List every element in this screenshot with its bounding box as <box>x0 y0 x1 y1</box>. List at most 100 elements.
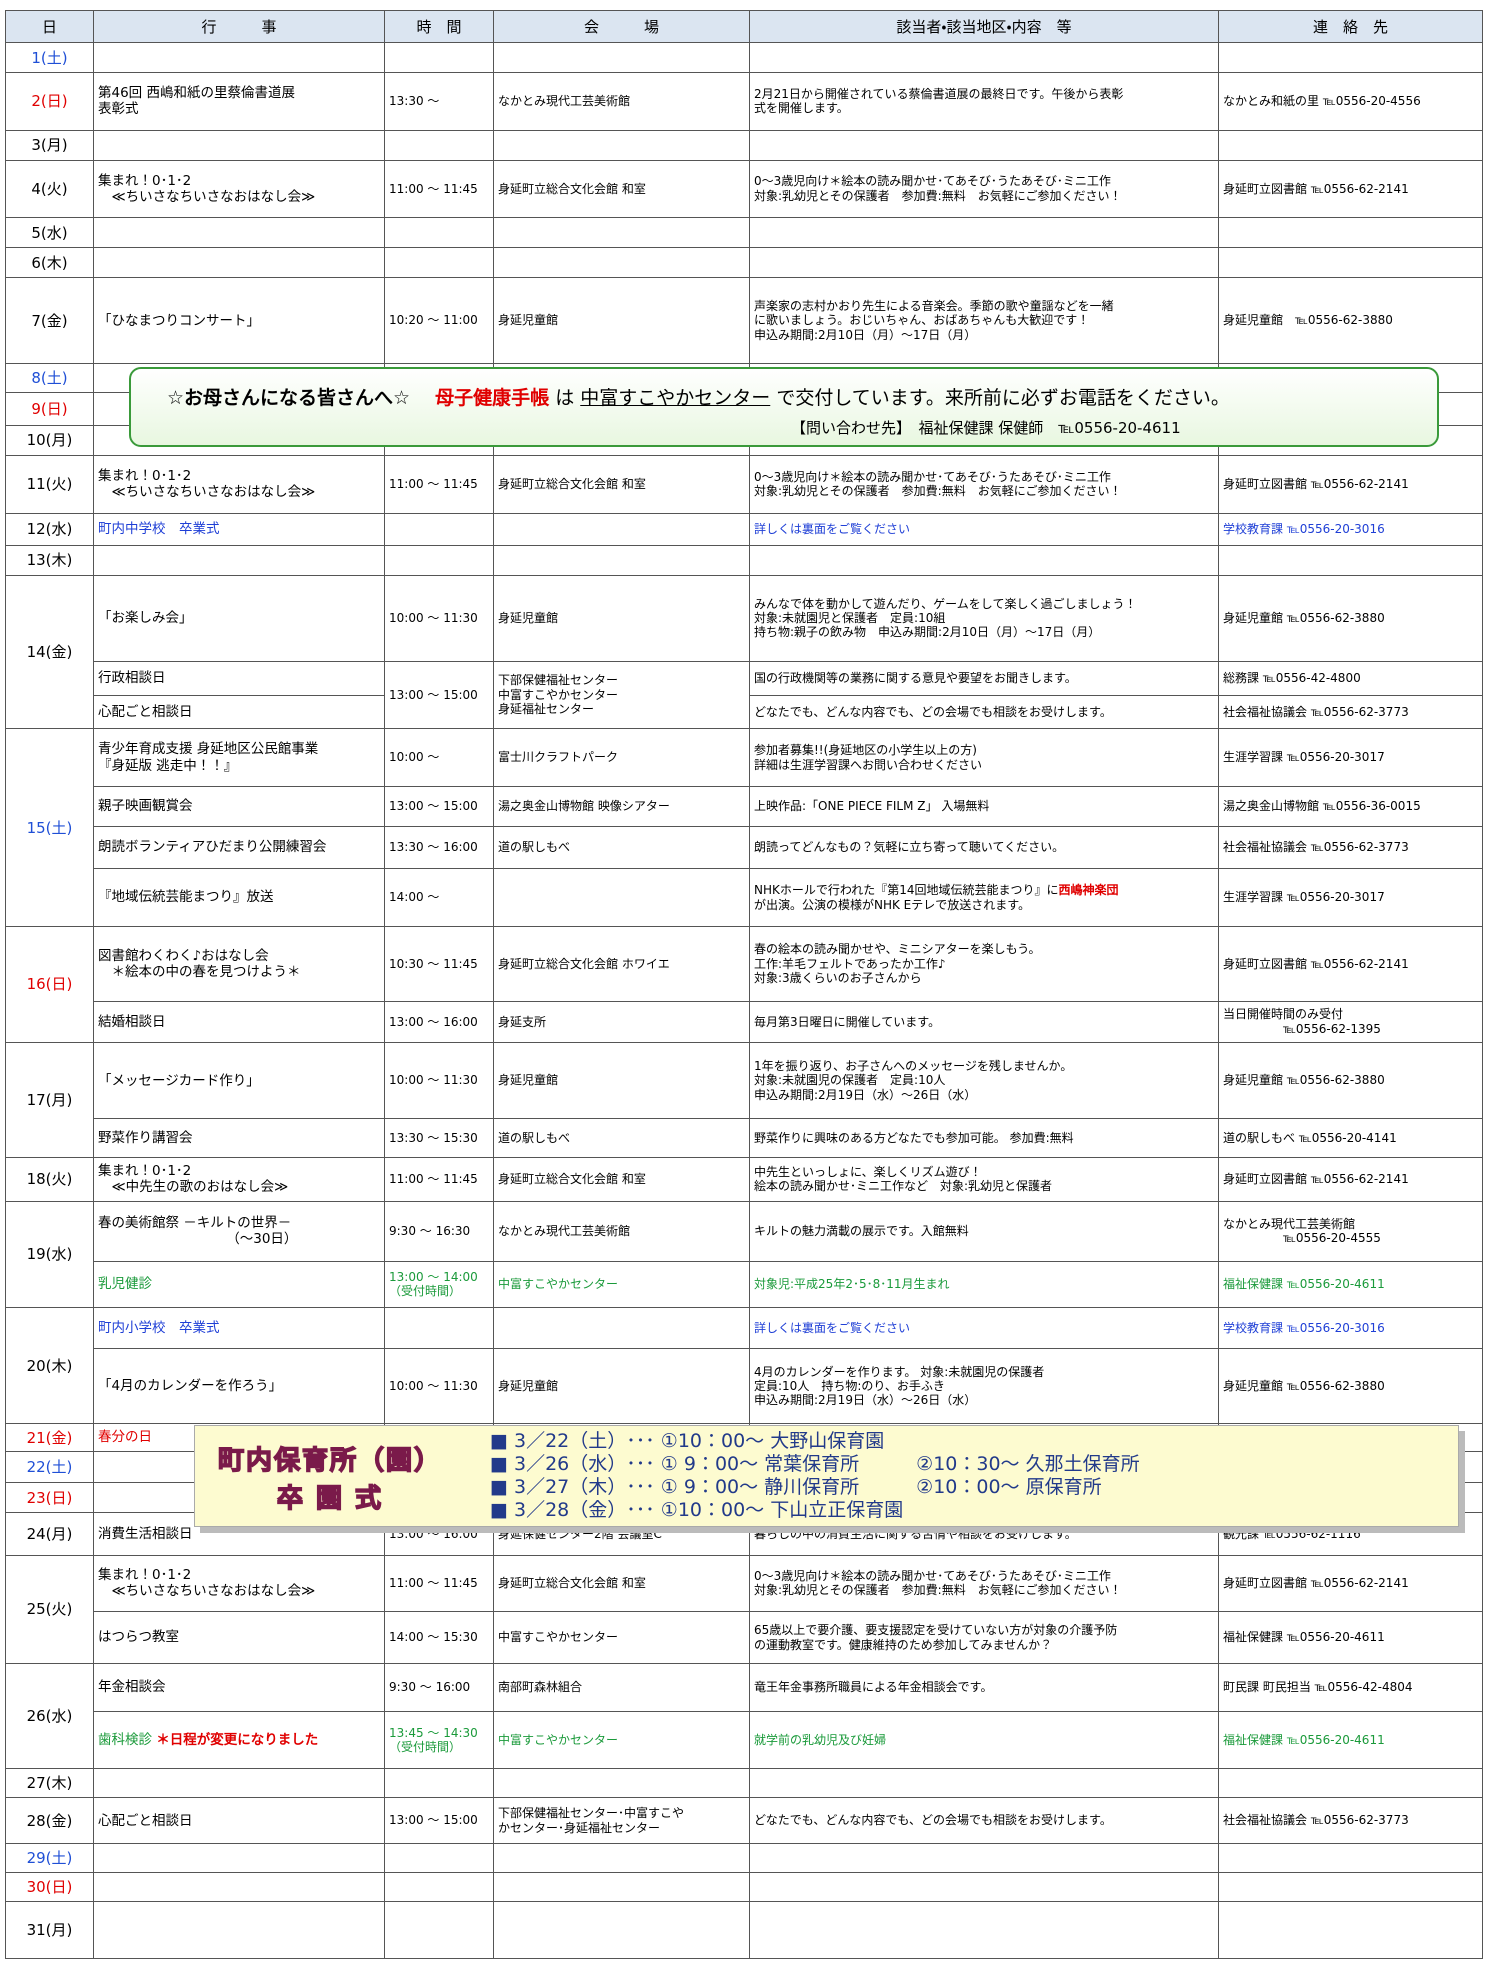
day-label: 15(土) <box>5 728 94 927</box>
day-label: 1(土) <box>5 42 94 73</box>
day-label: 16(日) <box>5 925 94 1044</box>
table-body: 1(土) 2(日) 第46回 西嶋和紙の里蔡倫書道展 表彰式 13:30 ～なかとみ現… <box>5 42 1483 1960</box>
table-row: 20(木) 町内小学校 卒業式 詳しくは裏面をご覧ください 学校教育課 ℡0556-2… <box>5 1306 1483 1425</box>
details: 就学前の乳幼児及び妊婦 <box>749 1710 1219 1770</box>
table-row: 心配ごと相談日 どなたでも、どんな内容でも、どの会場でも相談をお受けします。 社会福… <box>6 694 1483 730</box>
details: 0～3歳児向け＊絵本の読み聞かせ･てあそび･うたあそび･ミニ工作 対象:乳幼児と… <box>749 159 1219 218</box>
notice-line: ☆お母さんになる皆さんへ☆ 母子健康手帳 は 中富すこやかセンター で交付してい… <box>167 383 1230 410</box>
venue: 下部保健福祉センター 中富すこやかセンター 身延福祉センター <box>493 660 750 730</box>
empty-cell <box>1218 42 1483 73</box>
event: 集まれ！0･1･2 ≪ちいさなちいさなおはなし会≫ <box>93 454 385 515</box>
empty-cell <box>749 247 1219 278</box>
time: 9:30 ～ 16:00 <box>384 1663 494 1712</box>
column-header: 行 事 <box>93 10 385 43</box>
day-label: 8(土) <box>5 363 94 393</box>
venue: なかとみ現代工芸美術館 <box>493 1200 750 1262</box>
empty-cell <box>749 1872 1219 1902</box>
contact: 当日開催時間のみ受付 ℡0556-62-1395 <box>1218 1000 1483 1044</box>
event: 町内小学校 卒業式 <box>93 1306 385 1350</box>
time: 13:30 ～ 16:00 <box>384 825 494 870</box>
contact: 身延町立図書館 ℡0556-62-2141 <box>1218 1157 1483 1202</box>
event: はつらつ教室 <box>93 1610 385 1665</box>
day-label: 17(月) <box>5 1042 94 1158</box>
day-label: 14(金) <box>5 574 94 730</box>
column-header: 時 間 <box>384 10 494 43</box>
table-row: 17(月) 「メッセージカード作り」 10:00 ～ 11:30 身延児童館 1年を振り… <box>5 1041 1483 1158</box>
contact: 社会福祉協議会 ℡0556-62-3773 <box>1218 1796 1483 1845</box>
details: 朗読ってどんなもの？気軽に立ち寄って聴いてください。 <box>749 825 1219 870</box>
contact: 湯之奥金山博物館 ℡0556-36-0015 <box>1218 785 1483 827</box>
contact: 身延町立図書館 ℡0556-62-2141 <box>1218 159 1483 218</box>
venue: 南部町森林組合 <box>493 1663 750 1712</box>
details: 65歳以上で要介護、要支援認定を受けていない方が対象の介護予防 の運動教室です。… <box>749 1610 1219 1665</box>
contact: なかとみ現代工芸美術館 ℡0556-20-4555 <box>1218 1200 1483 1262</box>
table-row: 29(土) <box>5 1843 1483 1873</box>
contact: なかとみ和紙の里 ℡0556-20-4556 <box>1218 72 1483 131</box>
event: 心配ごと相談日 <box>93 694 385 730</box>
time: 10:00 ～ 11:30 <box>384 1348 494 1425</box>
day-label: 13(木) <box>5 544 94 576</box>
graduation-subtitle: 卒 園 式 <box>276 1483 384 1515</box>
details-part: 西嶋神楽団 <box>1058 883 1119 898</box>
table-row: 30(日) <box>5 1872 1483 1902</box>
table-row: 11(火) 集まれ！0･1･2 ≪ちいさなちいさなおはなし会≫ 11:00 ～ 11… <box>5 454 1483 515</box>
details: 参加者募集!!(身延地区の小学生以上の方) 詳細は生涯学習課へお問い合わせくださ… <box>749 728 1219 787</box>
empty-cell <box>493 1768 750 1798</box>
table-row: 親子映画観賞会 13:00 ～ 15:00 湯之奥金山博物館 映像シアター 上映作品:… <box>6 785 1483 827</box>
venue: 身延児童館 <box>493 1348 750 1425</box>
venue: 身延児童館 <box>493 1041 750 1120</box>
day-label: 30(日) <box>5 1872 94 1902</box>
venue: 身延町立総合文化会館 和室 <box>493 1554 750 1612</box>
empty-cell <box>93 1768 385 1798</box>
empty-cell <box>749 129 1219 161</box>
venue: 身延児童館 <box>493 574 750 662</box>
empty-cell <box>493 129 750 161</box>
graduation-line: ■ 3／22（土）･･･ ①10：00～ 大野山保育園 <box>490 1430 885 1452</box>
graduation-line: ■ 3／28（金）･･･ ①10：00～ 下山立正保育園 <box>490 1499 904 1521</box>
time: 13:00 ～ 16:00 <box>384 1000 494 1044</box>
event: 集まれ！0･1･2 ≪ちいさなちいさなおはなし会≫ <box>93 1554 385 1612</box>
empty-cell <box>93 217 385 248</box>
contact: 身延児童館 ℡0556-62-3880 <box>1218 276 1483 365</box>
event: 「お楽しみ会」 <box>93 574 385 662</box>
venue: 身延町立総合文化会館 和室 <box>493 1157 750 1202</box>
empty-cell <box>93 42 385 73</box>
table-row: 5(水) <box>5 217 1483 248</box>
day-label: 23(日) <box>5 1482 94 1513</box>
table-row: 14(金) 「お楽しみ会」 10:00 ～ 11:30 身延児童館 みんなで体を動かして… <box>5 574 1483 730</box>
empty-cell <box>384 1900 494 1960</box>
time: 11:00 ～ 11:45 <box>384 1554 494 1612</box>
event: 春の美術館祭 －キルトの世界－ （～30日） <box>93 1200 385 1262</box>
day-label: 12(水) <box>5 513 94 546</box>
empty-cell <box>1218 1768 1483 1798</box>
contact: 社会福祉協議会 ℡0556-62-3773 <box>1218 694 1483 730</box>
empty-cell <box>1218 1843 1483 1873</box>
event: 結婚相談日 <box>93 1000 385 1044</box>
empty-cell <box>384 42 494 73</box>
graduation-line: ■ 3／26（水）･･･ ① 9：00～ 常葉保育所 ②10：30～ 久那土保育… <box>490 1453 1140 1475</box>
event: 年金相談会 <box>93 1663 385 1712</box>
day-label: 18(火) <box>5 1157 94 1202</box>
details: キルトの魅力満載の展示です。入館無料 <box>749 1200 1219 1262</box>
details: 上映作品:「ONE PIECE FILM Z」 入場無料 <box>749 785 1219 827</box>
time: 10:00 ～ 11:30 <box>384 1041 494 1120</box>
empty-cell <box>749 1843 1219 1873</box>
table-row: 25(火) 集まれ！0･1･2 ≪ちいさなちいさなおはなし会≫ 11:00 ～ 11… <box>5 1554 1483 1665</box>
day-label: 2(日) <box>5 72 94 131</box>
table-row: 31(月) <box>5 1900 1483 1960</box>
table-row: 13(木) <box>5 544 1483 576</box>
event: 第46回 西嶋和紙の里蔡倫書道展 表彰式 <box>93 72 385 131</box>
contact: 学校教育課 ℡0556-20-3016 <box>1218 1306 1483 1350</box>
empty-cell <box>93 247 385 278</box>
time: 10:00 ～ <box>384 728 494 787</box>
time: 13:00 ～ 15:00 <box>384 785 494 827</box>
venue: 身延町立総合文化会館 ホワイエ <box>493 925 750 1002</box>
column-header: 該当者・該当地区・内容 等 <box>749 10 1219 43</box>
contact: 生涯学習課 ℡0556-20-3017 <box>1218 868 1483 927</box>
details: 国の行政機関等の業務に関する意見や要望をお聞きします。 <box>749 660 1219 696</box>
table-row: 「4月のカレンダーを作ろう」 10:00 ～ 11:30 身延児童館 4月のカレンダー… <box>6 1348 1483 1425</box>
notice-text: で交付しています。来所前に必ずお電話をください。 <box>776 387 1230 409</box>
time <box>384 513 494 546</box>
details: 0～3歳児向け＊絵本の読み聞かせ･てあそび･うたあそび･ミニ工作 対象:乳幼児と… <box>749 454 1219 515</box>
graduation-lines: ■ 3／22（土）･･･ ①10：00～ 大野山保育園 ■ 3／26（水）･･･ … <box>490 1430 1140 1522</box>
